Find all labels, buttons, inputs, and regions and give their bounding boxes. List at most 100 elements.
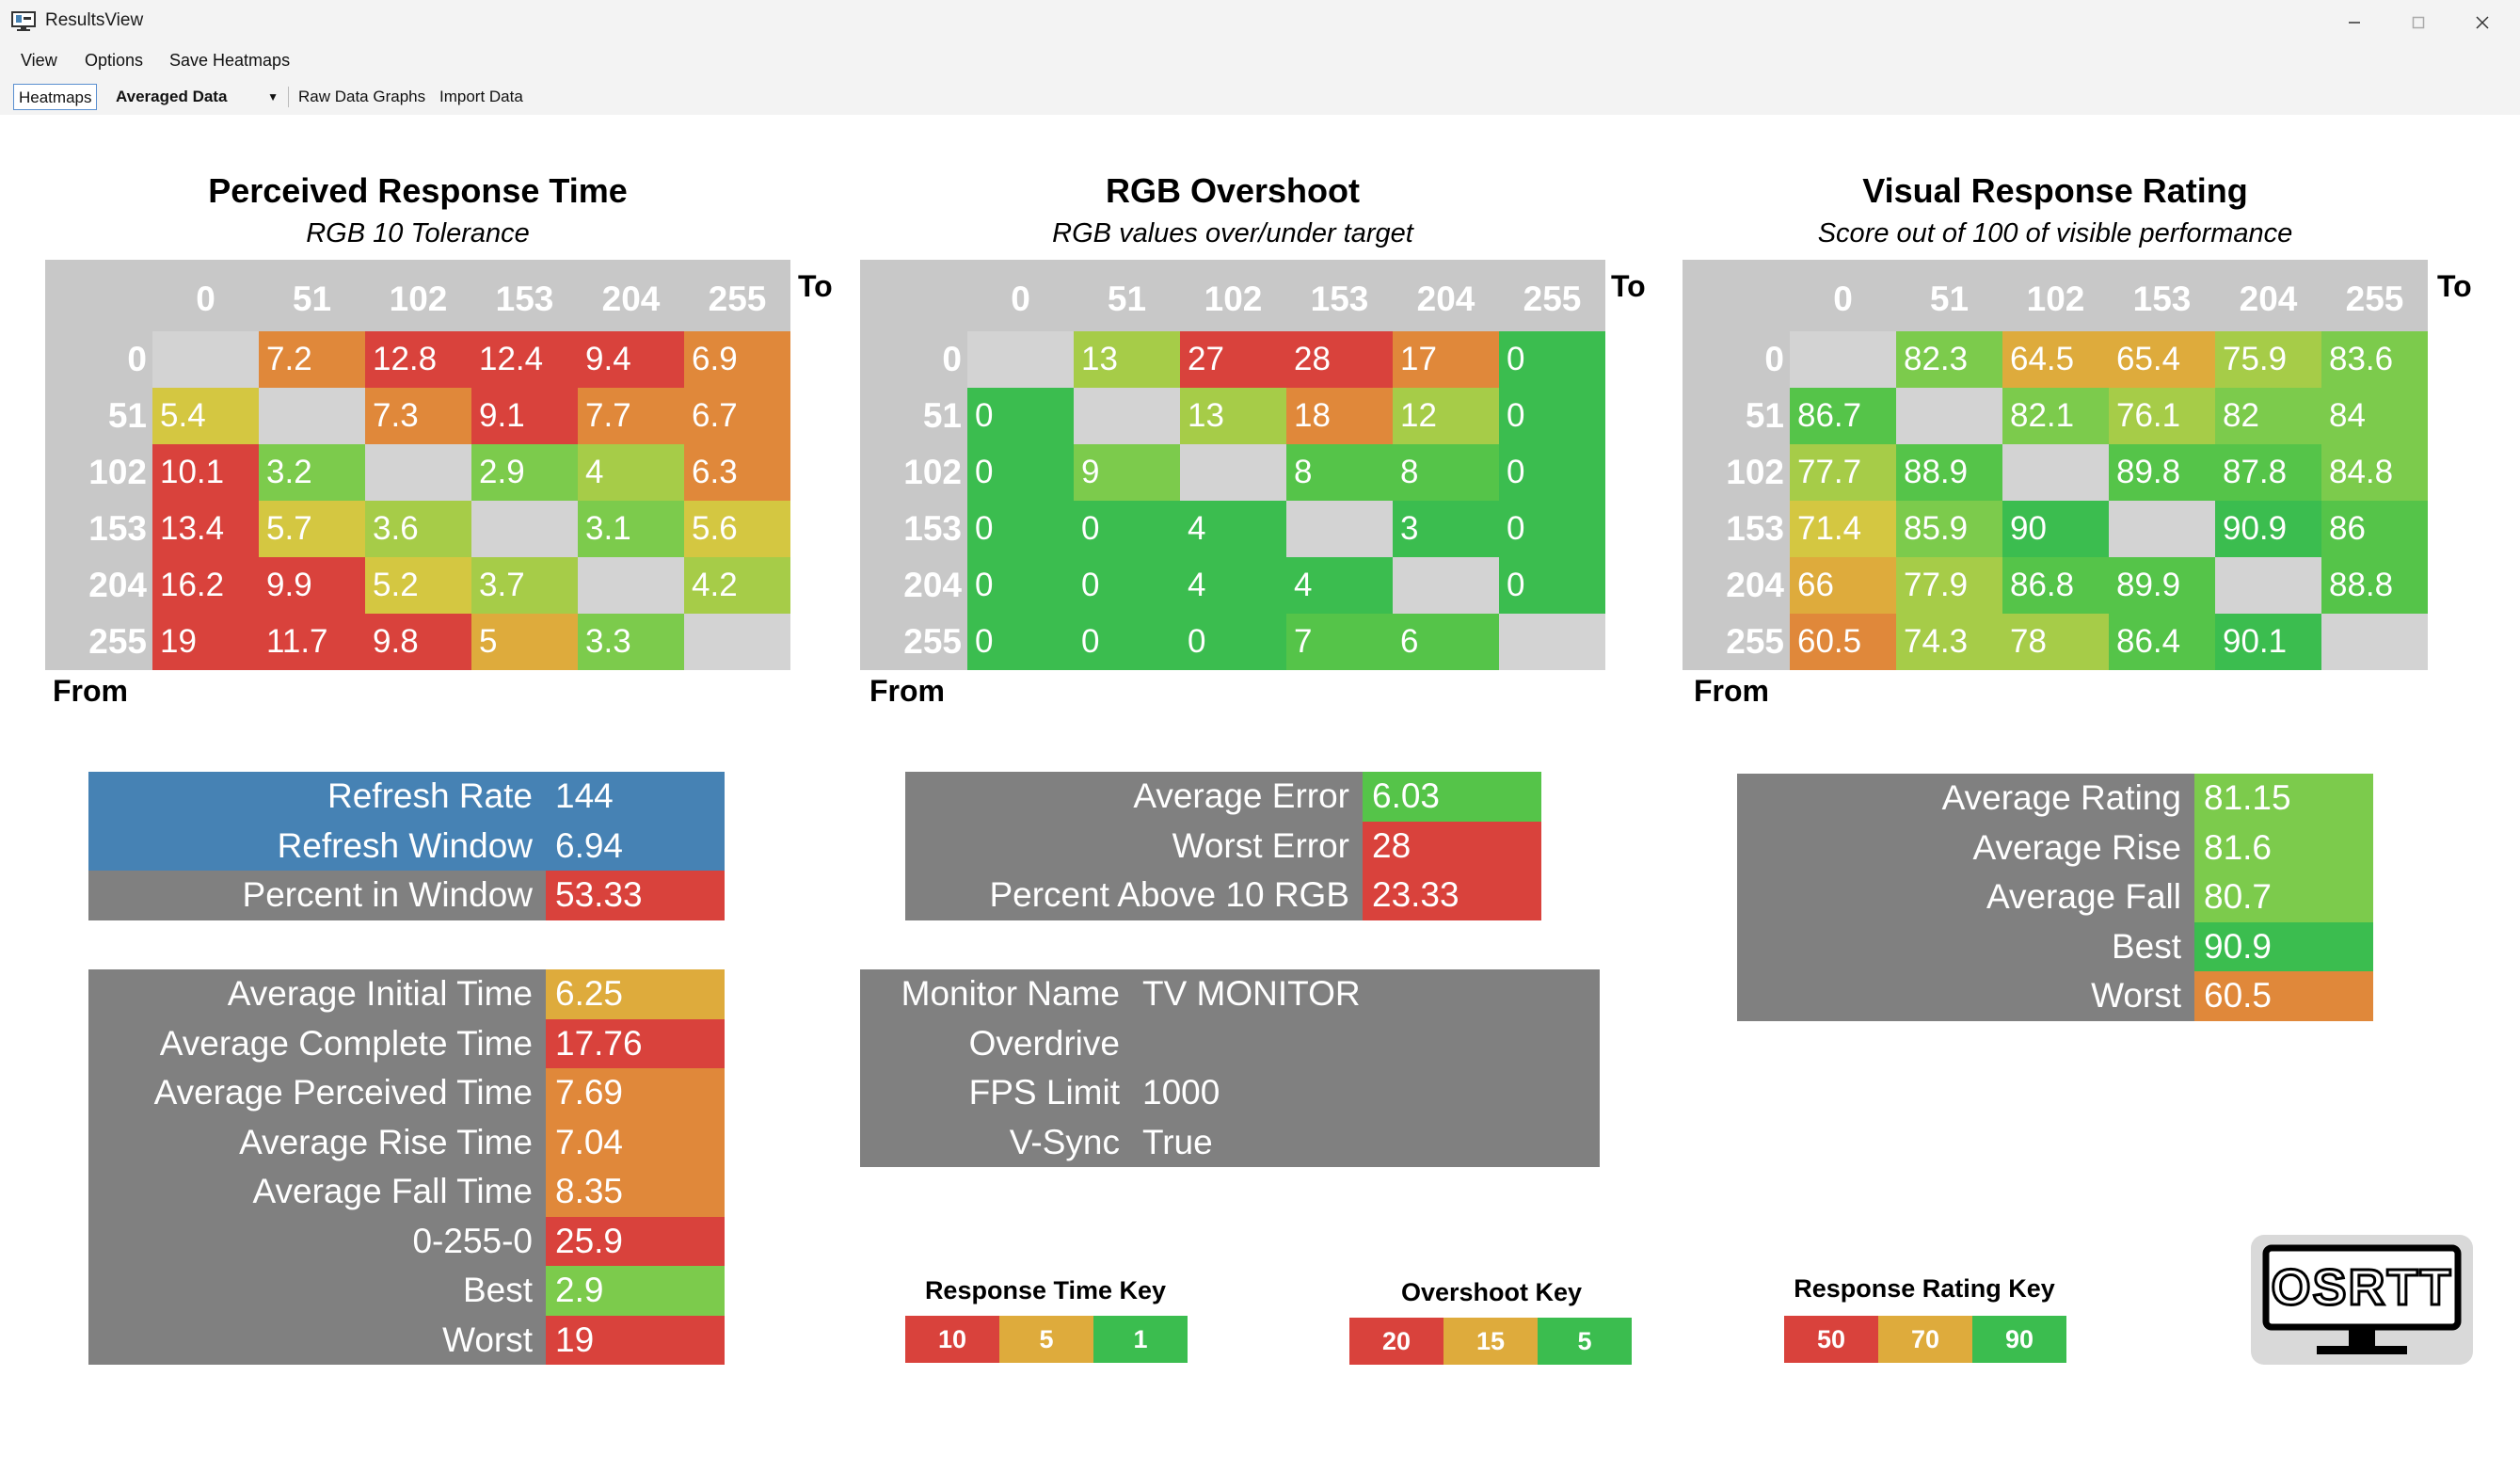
close-button[interactable] xyxy=(2450,0,2514,45)
stat-row: Average Rise Time 7.04 xyxy=(88,1117,725,1167)
stat-value: 53.33 xyxy=(546,871,725,920)
heatmap-cell: 3.3 xyxy=(578,614,684,670)
chevron-down-icon[interactable]: ▼ xyxy=(267,90,279,104)
heatmap-row-header: 0 xyxy=(45,331,152,388)
stat-value: True xyxy=(1133,1117,1600,1167)
stat-row: Average Rise 81.6 xyxy=(1737,823,2373,872)
heatmap-cell: 8 xyxy=(1286,444,1393,501)
response-time-stats-panel: Average Initial Time 6.25 Average Complete… xyxy=(88,969,725,1365)
minimize-button[interactable] xyxy=(2322,0,2386,45)
averaged-data-label: Averaged Data xyxy=(116,88,228,105)
maximize-button[interactable] xyxy=(2386,0,2450,45)
stat-label: Percent Above 10 RGB xyxy=(989,875,1349,914)
heatmap-cell xyxy=(578,557,684,614)
key-cell: 5 xyxy=(1538,1318,1632,1365)
stat-row: Average Perceived Time 7.69 xyxy=(88,1068,725,1118)
import-data-button[interactable]: Import Data xyxy=(439,88,523,105)
heatmap-column-header: 204 xyxy=(2215,260,2321,331)
stat-row: Worst Error 28 xyxy=(905,821,1541,871)
heatmap-cell: 5.4 xyxy=(152,388,259,444)
heatmap-cell: 78 xyxy=(2002,614,2109,670)
heatmap-cell: 85.9 xyxy=(1896,501,2002,557)
stat-row: Percent in Window 53.33 xyxy=(88,871,725,920)
heatmap-cell: 76.1 xyxy=(2109,388,2215,444)
stat-value: 90.9 xyxy=(2194,921,2373,971)
stat-value: 80.7 xyxy=(2194,872,2373,922)
menu-bar: View Options Save Heatmaps xyxy=(0,45,2520,79)
key-cell: 15 xyxy=(1443,1318,1538,1365)
heatmap-column-header: 204 xyxy=(1393,260,1499,331)
heatmap-cell: 3.1 xyxy=(578,501,684,557)
app-icon xyxy=(11,11,36,31)
heatmap-column-header: 0 xyxy=(152,260,259,331)
heatmap-cell xyxy=(2215,557,2321,614)
menu-options[interactable]: Options xyxy=(85,51,144,70)
stat-value: 6.25 xyxy=(546,969,725,1019)
heatmap-cell: 0 xyxy=(1499,557,1605,614)
heatmap-cell xyxy=(1074,388,1180,444)
perceived-response-time-heatmap: 0 51 102 153 204 255 0 7.2 12.8 12.4 9.4 6.9 51 5.4 7.… xyxy=(45,260,790,670)
window-title: ResultsView xyxy=(45,10,144,30)
heatmap-row-header: 0 xyxy=(860,331,967,388)
heatmap-cell: 3.7 xyxy=(471,557,578,614)
key-cell: 90 xyxy=(1972,1316,2066,1363)
menu-save-heatmaps[interactable]: Save Heatmaps xyxy=(169,51,291,70)
heatmap-cell: 0 xyxy=(1074,557,1180,614)
heatmap-cell xyxy=(1286,501,1393,557)
heatmap-title: Perceived Response Time xyxy=(208,171,628,210)
heatmap-cell: 71.4 xyxy=(1790,501,1896,557)
heatmap-column-header: 0 xyxy=(1790,260,1896,331)
heatmap-cell: 0 xyxy=(967,388,1074,444)
stat-row: V-Sync True xyxy=(860,1117,1600,1167)
heatmap-column-header: 153 xyxy=(2109,260,2215,331)
heatmaps-tab[interactable]: Heatmaps xyxy=(13,84,98,110)
heatmap-cell: 8 xyxy=(1393,444,1499,501)
heatmap-row-header: 51 xyxy=(860,388,967,444)
stat-label: Best xyxy=(462,1271,533,1309)
heatmap-cell: 0 xyxy=(1499,388,1605,444)
heatmap-column-header: 255 xyxy=(2321,260,2428,331)
heatmap-cell: 7 xyxy=(1286,614,1393,670)
stat-row: Average Rating 81.15 xyxy=(1737,774,2373,824)
averaged-data-dropdown[interactable]: Averaged Data ▼ xyxy=(111,84,282,110)
heatmap-cell: 89.8 xyxy=(2109,444,2215,501)
heatmap-corner xyxy=(860,260,967,331)
stat-value: 2.9 xyxy=(546,1266,725,1316)
heatmap-column-header: 102 xyxy=(1180,260,1286,331)
heatmap-cell: 82.3 xyxy=(1896,331,2002,388)
heatmap-cell: 6.9 xyxy=(684,331,790,388)
heatmap-cell: 77.9 xyxy=(1896,557,2002,614)
stat-label: Worst Error xyxy=(1172,825,1349,865)
stat-label: Worst xyxy=(442,1320,533,1359)
stat-label: V-Sync xyxy=(1009,1122,1120,1161)
heatmap-cell: 65.4 xyxy=(2109,331,2215,388)
heatmap-cell: 2.9 xyxy=(471,444,578,501)
heatmap-cell: 0 xyxy=(1074,501,1180,557)
heatmap-cell: 3.6 xyxy=(365,501,471,557)
heatmap-cell: 0 xyxy=(1180,614,1286,670)
toolbar-divider xyxy=(288,87,289,107)
heatmap-cell: 9 xyxy=(1074,444,1180,501)
logo-text: OSRTT xyxy=(2272,1259,2453,1316)
heatmap-cell xyxy=(1790,331,1896,388)
menu-view[interactable]: View xyxy=(21,51,57,70)
stat-label: Worst xyxy=(2091,976,2181,1015)
heatmap-to-label: To xyxy=(798,269,833,303)
heatmap-cell: 9.9 xyxy=(259,557,365,614)
heatmap-cell: 66 xyxy=(1790,557,1896,614)
heatmap-cell: 4.2 xyxy=(684,557,790,614)
heatmap-row-header: 204 xyxy=(860,557,967,614)
stat-value: 7.04 xyxy=(546,1117,725,1167)
heatmap-cell: 64.5 xyxy=(2002,331,2109,388)
heatmap-cell: 0 xyxy=(1499,444,1605,501)
heatmap-cell: 82.1 xyxy=(2002,388,2109,444)
raw-data-graphs-button[interactable]: Raw Data Graphs xyxy=(298,88,426,105)
stat-value: 8.35 xyxy=(546,1167,725,1217)
heatmap-cell: 3.2 xyxy=(259,444,365,501)
stat-row: Best 90.9 xyxy=(1737,921,2373,971)
heatmap-cell: 84.8 xyxy=(2321,444,2428,501)
heatmap-cell: 6.3 xyxy=(684,444,790,501)
maximize-icon xyxy=(2412,16,2425,29)
stat-value: 19 xyxy=(546,1315,725,1365)
heatmap-cell: 13 xyxy=(1074,331,1180,388)
